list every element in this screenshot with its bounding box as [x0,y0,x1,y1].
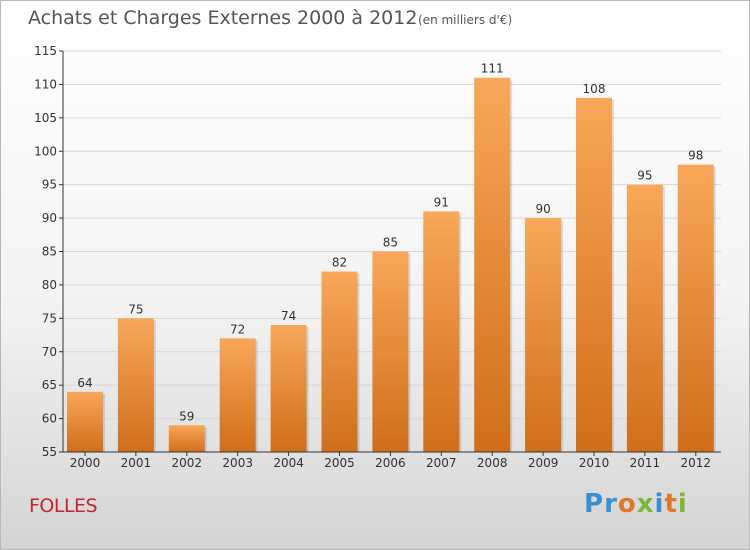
data-label-2007: 91 [434,195,449,209]
y-tick-label: 70 [42,345,57,359]
data-label-2003: 72 [230,322,245,336]
bar-chart: 55 60 65 70 75 80 85 90 95 100 105 110 115 64 2000 75 20… [34,44,721,470]
chart-title: Achats et Charges Externes 2000 à 2012 [28,7,418,29]
x-tick-label-2006: 2006 [375,456,406,470]
bar-2004 [270,325,307,452]
y-tick-label: 95 [42,178,57,192]
y-tick-label: 100 [34,144,57,158]
x-tick-label-2001: 2001 [121,456,152,470]
bar-2009 [525,218,562,452]
bar-2002 [168,425,205,452]
x-tick-label-2005: 2005 [324,456,355,470]
proxiti-logo[interactable]: Proxiti [584,489,688,519]
axes [59,50,721,456]
labels: 55 60 65 70 75 80 85 90 95 100 105 110 115 64 2000 75 20… [34,44,711,470]
logo-letter: i [654,489,665,519]
data-label-2010: 108 [583,82,606,96]
data-label-2008: 111 [481,62,504,76]
bar-2008 [474,77,511,452]
x-tick-label-2003: 2003 [222,456,253,470]
y-tick-label: 65 [42,378,57,392]
y-tick-label: 90 [42,211,57,225]
data-label-2012: 98 [688,149,703,163]
bar-2012 [677,164,714,452]
x-tick-label-2000: 2000 [70,456,101,470]
bar-2000 [67,391,103,452]
data-label-2001: 75 [128,302,143,316]
chart-unit: (en milliers d'€) [418,13,513,27]
data-label-2006: 85 [383,236,398,250]
y-tick-label: 110 [34,77,57,91]
y-tick-label: 75 [42,311,57,325]
x-tick-label-2011: 2011 [630,456,661,470]
y-tick-label: 105 [34,111,57,125]
bar-2010 [576,97,612,453]
data-label-2009: 90 [535,202,550,216]
bar-2007 [423,211,460,452]
x-tick-label-2012: 2012 [681,456,712,470]
commune-name: FOLLES [29,495,98,517]
bar-2003 [219,338,256,452]
data-label-2004: 74 [281,309,296,323]
y-tick-label: 80 [42,278,57,292]
x-tick-label-2008: 2008 [477,456,508,470]
logo-letter: P [584,489,605,519]
y-tick-label: 115 [34,44,57,58]
bar-2005 [321,271,358,452]
bars [67,77,716,453]
data-label-2002: 59 [179,409,194,423]
x-tick-label-2004: 2004 [273,456,304,470]
x-tick-label-2010: 2010 [579,456,610,470]
data-label-2011: 95 [637,169,652,183]
x-tick-label-2007: 2007 [426,456,457,470]
x-tick-label-2009: 2009 [528,456,559,470]
logo-letter: i [677,489,688,519]
data-label-2005: 82 [332,256,347,270]
y-tick-label: 85 [42,245,57,259]
y-tick-label: 60 [42,412,57,426]
bar-2006 [372,251,409,452]
bar-2011 [626,184,663,452]
x-tick-label-2002: 2002 [172,456,203,470]
logo-letter: o [617,489,637,519]
logo-letter: r [604,489,618,519]
data-label-2000: 64 [77,376,92,390]
bar-2001 [117,318,154,452]
logo-letter: t [664,489,678,519]
logo-letter: x [636,489,655,519]
y-tick-label: 55 [42,445,57,459]
